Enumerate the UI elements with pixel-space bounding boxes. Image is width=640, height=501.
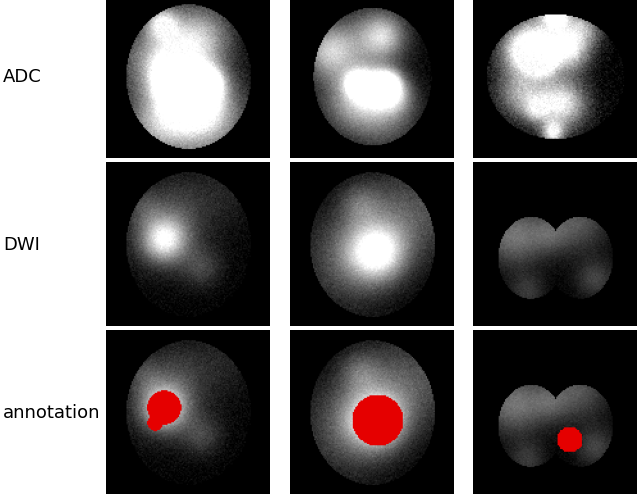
Text: annotation: annotation [3, 403, 100, 421]
Text: DWI: DWI [3, 235, 40, 254]
Text: ADC: ADC [3, 68, 42, 86]
